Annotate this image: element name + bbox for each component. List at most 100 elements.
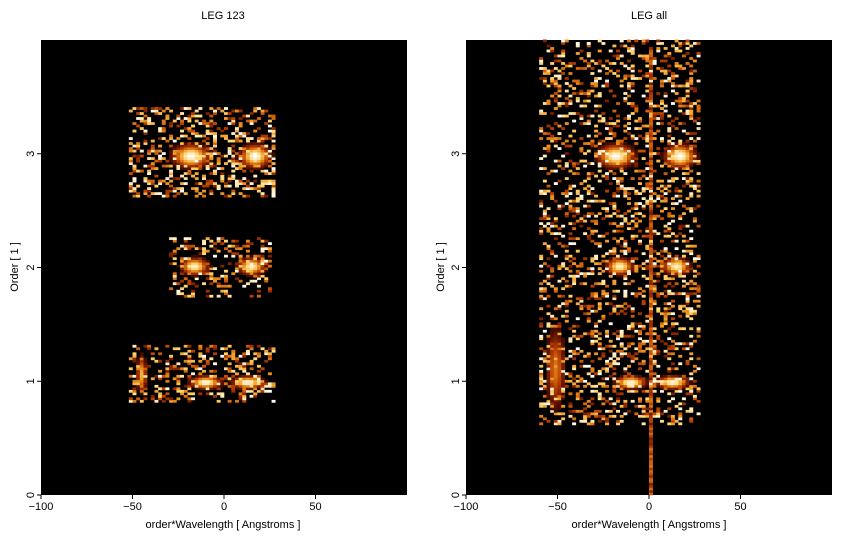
heatmap-cell bbox=[154, 347, 159, 351]
heatmap-cell bbox=[227, 382, 232, 386]
heatmap-cell bbox=[542, 82, 547, 85]
heatmap-cell bbox=[586, 119, 591, 123]
heatmap-cell bbox=[209, 369, 214, 373]
heatmap-cell bbox=[638, 374, 642, 378]
heatmap-cell bbox=[612, 257, 617, 261]
heatmap-cell bbox=[663, 309, 668, 313]
heatmap-cell bbox=[216, 184, 221, 188]
heatmap-cell bbox=[191, 289, 196, 293]
heatmap-cell bbox=[681, 97, 686, 100]
heatmap-cell bbox=[597, 49, 602, 53]
heatmap-cell bbox=[158, 112, 163, 115]
heatmap-cell bbox=[656, 337, 661, 341]
heatmap-cell bbox=[594, 412, 599, 416]
heatmap-cell bbox=[557, 377, 562, 381]
heatmap-cell bbox=[557, 337, 562, 341]
heatmap-cell bbox=[213, 112, 217, 115]
heatmap-cell bbox=[572, 384, 577, 388]
heatmap-cell bbox=[191, 292, 196, 296]
heatmap-cell bbox=[136, 374, 141, 378]
heatmap-cell bbox=[245, 349, 250, 353]
heatmap-cell bbox=[623, 172, 628, 175]
heatmap-cell bbox=[198, 252, 203, 256]
heatmap-cell bbox=[649, 397, 653, 401]
heatmap-cell bbox=[594, 82, 599, 85]
heatmap-cell bbox=[128, 137, 133, 140]
heatmap-cell bbox=[176, 164, 181, 168]
heatmap-cell bbox=[627, 102, 631, 105]
heatmap-cell bbox=[194, 374, 199, 378]
heatmap-cell bbox=[594, 352, 599, 356]
heatmap-cell bbox=[249, 119, 254, 123]
heatmap-cell bbox=[253, 129, 258, 133]
heatmap-cell bbox=[143, 362, 148, 366]
heatmap-cell bbox=[205, 259, 210, 263]
y-tick-label: 3 bbox=[25, 151, 37, 157]
heatmap-cell bbox=[546, 364, 551, 368]
heatmap-cell bbox=[213, 182, 217, 185]
heatmap-cell bbox=[670, 177, 675, 180]
heatmap-cell bbox=[191, 129, 196, 133]
heatmap-cell bbox=[557, 137, 562, 140]
heatmap-cell bbox=[572, 139, 577, 143]
heatmap-cell bbox=[187, 257, 192, 261]
heatmap-cell bbox=[641, 74, 646, 78]
x-axis-label: order*Wavelength [ Angstroms ] bbox=[146, 519, 301, 531]
heatmap-cell bbox=[572, 277, 577, 281]
heatmap-cell bbox=[253, 152, 258, 155]
heatmap-cell bbox=[183, 167, 188, 170]
heatmap-cell bbox=[267, 149, 272, 153]
heatmap-cell bbox=[198, 347, 203, 351]
heatmap-cell bbox=[594, 149, 599, 153]
heatmap-cell bbox=[630, 354, 635, 358]
heatmap-cell bbox=[649, 267, 653, 271]
heatmap-cell bbox=[645, 267, 650, 271]
heatmap-cell bbox=[557, 124, 562, 128]
heatmap-cell bbox=[681, 254, 686, 258]
heatmap-cell bbox=[132, 359, 137, 363]
heatmap-cell bbox=[601, 139, 606, 143]
heatmap-cell bbox=[616, 379, 621, 383]
heatmap-cell bbox=[216, 284, 221, 288]
heatmap-cell bbox=[612, 262, 617, 266]
heatmap-cell bbox=[681, 239, 686, 243]
heatmap-cell bbox=[271, 152, 276, 155]
heatmap-cell bbox=[242, 154, 247, 158]
heatmap-cell bbox=[242, 164, 247, 168]
heatmap-cell bbox=[597, 169, 602, 173]
heatmap-cell bbox=[649, 394, 653, 398]
heatmap-cell bbox=[150, 192, 155, 195]
heatmap-cell bbox=[165, 379, 170, 383]
heatmap-cell bbox=[550, 394, 555, 398]
heatmap-cell bbox=[161, 179, 166, 183]
heatmap-cell bbox=[689, 334, 694, 338]
heatmap-cell bbox=[238, 117, 243, 120]
heatmap-cell bbox=[539, 324, 544, 328]
heatmap-cell bbox=[191, 152, 196, 155]
heatmap-cell bbox=[553, 99, 558, 103]
heatmap-cell bbox=[267, 389, 272, 393]
heatmap-cell bbox=[165, 397, 170, 401]
heatmap-cell bbox=[627, 74, 631, 78]
heatmap-cell bbox=[238, 374, 243, 378]
heatmap-cell bbox=[224, 357, 228, 361]
heatmap-cell bbox=[590, 199, 595, 203]
heatmap-cell bbox=[191, 254, 196, 258]
heatmap-cell bbox=[561, 72, 566, 75]
heatmap-cell bbox=[227, 354, 232, 358]
heatmap-cell bbox=[663, 249, 668, 253]
heatmap-cell bbox=[550, 357, 555, 361]
heatmap-cell bbox=[674, 84, 679, 88]
heatmap-cell bbox=[689, 194, 694, 198]
heatmap-cell bbox=[260, 262, 265, 266]
heatmap-cell bbox=[586, 382, 591, 386]
heatmap-cell bbox=[645, 167, 650, 170]
heatmap-cell bbox=[601, 402, 606, 406]
heatmap-cell bbox=[143, 344, 148, 348]
heatmap-cell bbox=[198, 384, 203, 388]
heatmap-cell bbox=[579, 217, 584, 221]
heatmap-cell bbox=[231, 177, 236, 180]
heatmap-cell bbox=[597, 307, 602, 311]
heatmap-cell bbox=[667, 142, 672, 145]
heatmap-cell bbox=[136, 184, 141, 188]
